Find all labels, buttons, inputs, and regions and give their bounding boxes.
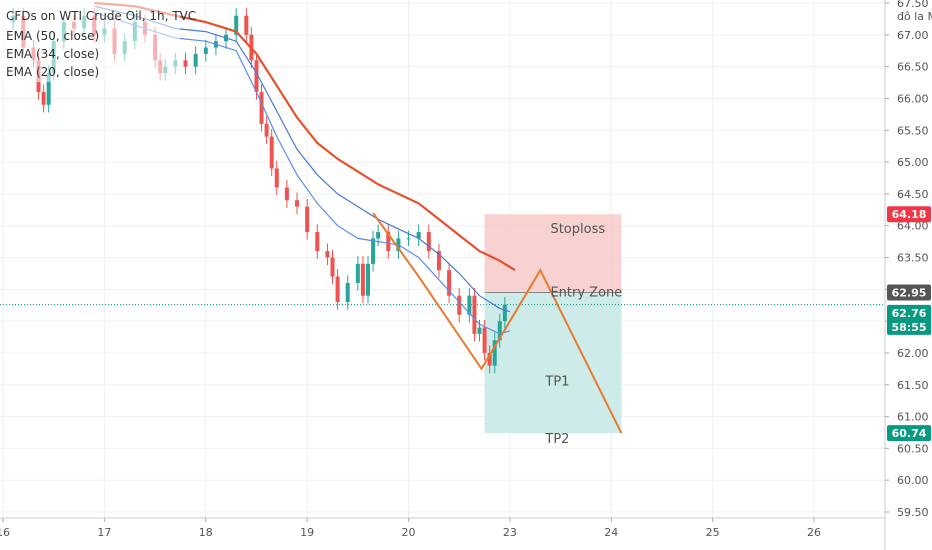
- candle-body: [193, 53, 198, 67]
- price-tick-label: 67.00: [897, 29, 929, 42]
- price-tick-label: 61.00: [897, 411, 929, 424]
- price-tick-label: 66.50: [897, 61, 929, 74]
- stoploss-zone: [484, 214, 622, 293]
- chart-title: CFDs on WTI Crude Oil, 1h, TVC: [6, 9, 196, 23]
- price-axis[interactable]: 67.50 67.00 66.50 66.00 65.50 65.00 64.50 64.00…: [884, 0, 932, 550]
- candle-body: [386, 232, 391, 252]
- candle-body: [360, 263, 365, 296]
- price-tick-label: 64.50: [897, 188, 929, 201]
- candle-body: [371, 238, 376, 264]
- ema34-line: [94, 5, 511, 313]
- candle-body: [183, 60, 188, 67]
- candle-body: [254, 60, 259, 93]
- candle-body: [457, 295, 462, 315]
- indicator-label: EMA (50, close): [6, 29, 99, 43]
- candle-body: [482, 327, 487, 353]
- candle-body: [492, 340, 497, 366]
- time-tick-label: 18: [199, 526, 213, 539]
- candle-body: [436, 251, 441, 271]
- candle-body: [447, 270, 452, 296]
- price-badge: [887, 284, 931, 301]
- time-tick-label: 26: [807, 526, 821, 539]
- annotation-label: Entry Zone: [550, 285, 622, 300]
- candle-body: [497, 321, 502, 341]
- price-tick-label: 60.50: [897, 442, 929, 455]
- candle-body: [295, 200, 300, 207]
- price-tick-label: 65.00: [897, 156, 929, 169]
- candle-body: [264, 123, 269, 137]
- price-tick-label: 62.00: [897, 347, 929, 360]
- candle-body: [416, 232, 421, 239]
- annotation-label: TP2: [544, 432, 569, 447]
- candle-body: [502, 304, 507, 322]
- time-tick-label: 17: [97, 526, 111, 539]
- price-badge: [887, 425, 931, 442]
- time-tick-label: 19: [300, 526, 314, 539]
- price-tick-label: 63.50: [897, 252, 929, 265]
- legend: CFDs on WTI Crude Oil, 1h, TVC EMA (50, c…: [0, 0, 196, 82]
- candle-body: [335, 276, 340, 303]
- candle-body: [345, 282, 350, 303]
- time-tick-label: 20: [402, 526, 416, 539]
- ema20-line: [94, 11, 511, 335]
- ema50-line: [94, 1, 516, 272]
- ema-lines: [94, 1, 516, 335]
- candle-body: [269, 136, 274, 169]
- price-badge-value: 62.95: [892, 286, 927, 299]
- candle-body: [41, 92, 46, 105]
- time-tick-label: 25: [706, 526, 720, 539]
- currency-label: đô la Mỹ: [897, 10, 932, 23]
- price-tick-label: 67.50: [897, 0, 929, 10]
- projection-path: [372, 212, 623, 434]
- candle-body: [315, 232, 320, 252]
- candle-body: [467, 295, 472, 315]
- candle-body: [426, 232, 431, 252]
- indicator-label: EMA (34, close): [6, 47, 99, 61]
- trade-zones: [0, 214, 885, 434]
- candle-body: [284, 187, 289, 201]
- candle-body: [203, 47, 208, 54]
- candle-body: [472, 295, 477, 334]
- candle-body: [234, 15, 239, 35]
- price-tick-label: 60.00: [897, 474, 929, 487]
- annotation-label: TP1: [544, 375, 569, 390]
- candle-body: [244, 15, 249, 35]
- candle-body: [259, 92, 264, 124]
- price-badge-value: 64.18: [892, 208, 927, 221]
- price-tick-label: 59.50: [897, 506, 929, 519]
- price-badge-value: 62.76: [892, 307, 927, 320]
- price-badge: [887, 304, 931, 335]
- countdown-label: 58:55: [891, 321, 926, 334]
- candle-body: [487, 352, 492, 366]
- candle-body: [365, 263, 370, 296]
- candle-body: [406, 238, 411, 240]
- candle-body: [330, 257, 335, 277]
- candle-body: [376, 232, 381, 239]
- candle-body: [46, 72, 51, 105]
- price-tick-label: 66.00: [897, 92, 929, 105]
- candle-body: [477, 327, 482, 334]
- time-tick-label: 23: [503, 526, 517, 539]
- legend-backdrop: [0, 0, 180, 82]
- time-tick-label: 24: [604, 526, 618, 539]
- price-tick-label: 65.50: [897, 124, 929, 137]
- target-zone: [484, 292, 622, 434]
- time-axis[interactable]: 16 17 18 19 20 23 24 25 26: [0, 517, 885, 539]
- price-tick-label: 64.00: [897, 220, 929, 233]
- annotation-label: Stoploss: [550, 222, 605, 237]
- candle-body: [325, 251, 330, 258]
- price-tick-label: 61.50: [897, 379, 929, 392]
- time-tick-label: 16: [0, 526, 10, 539]
- candle-body: [305, 206, 310, 233]
- annotations: Stoploss Entry Zone TP1 TP2: [544, 222, 622, 447]
- price-badge: [887, 206, 931, 223]
- projection-line: [372, 212, 623, 434]
- indicator-label: EMA (20, close): [6, 65, 99, 79]
- price-badge-value: 60.74: [892, 427, 927, 440]
- candle-body: [355, 263, 360, 283]
- candle-body: [274, 168, 279, 188]
